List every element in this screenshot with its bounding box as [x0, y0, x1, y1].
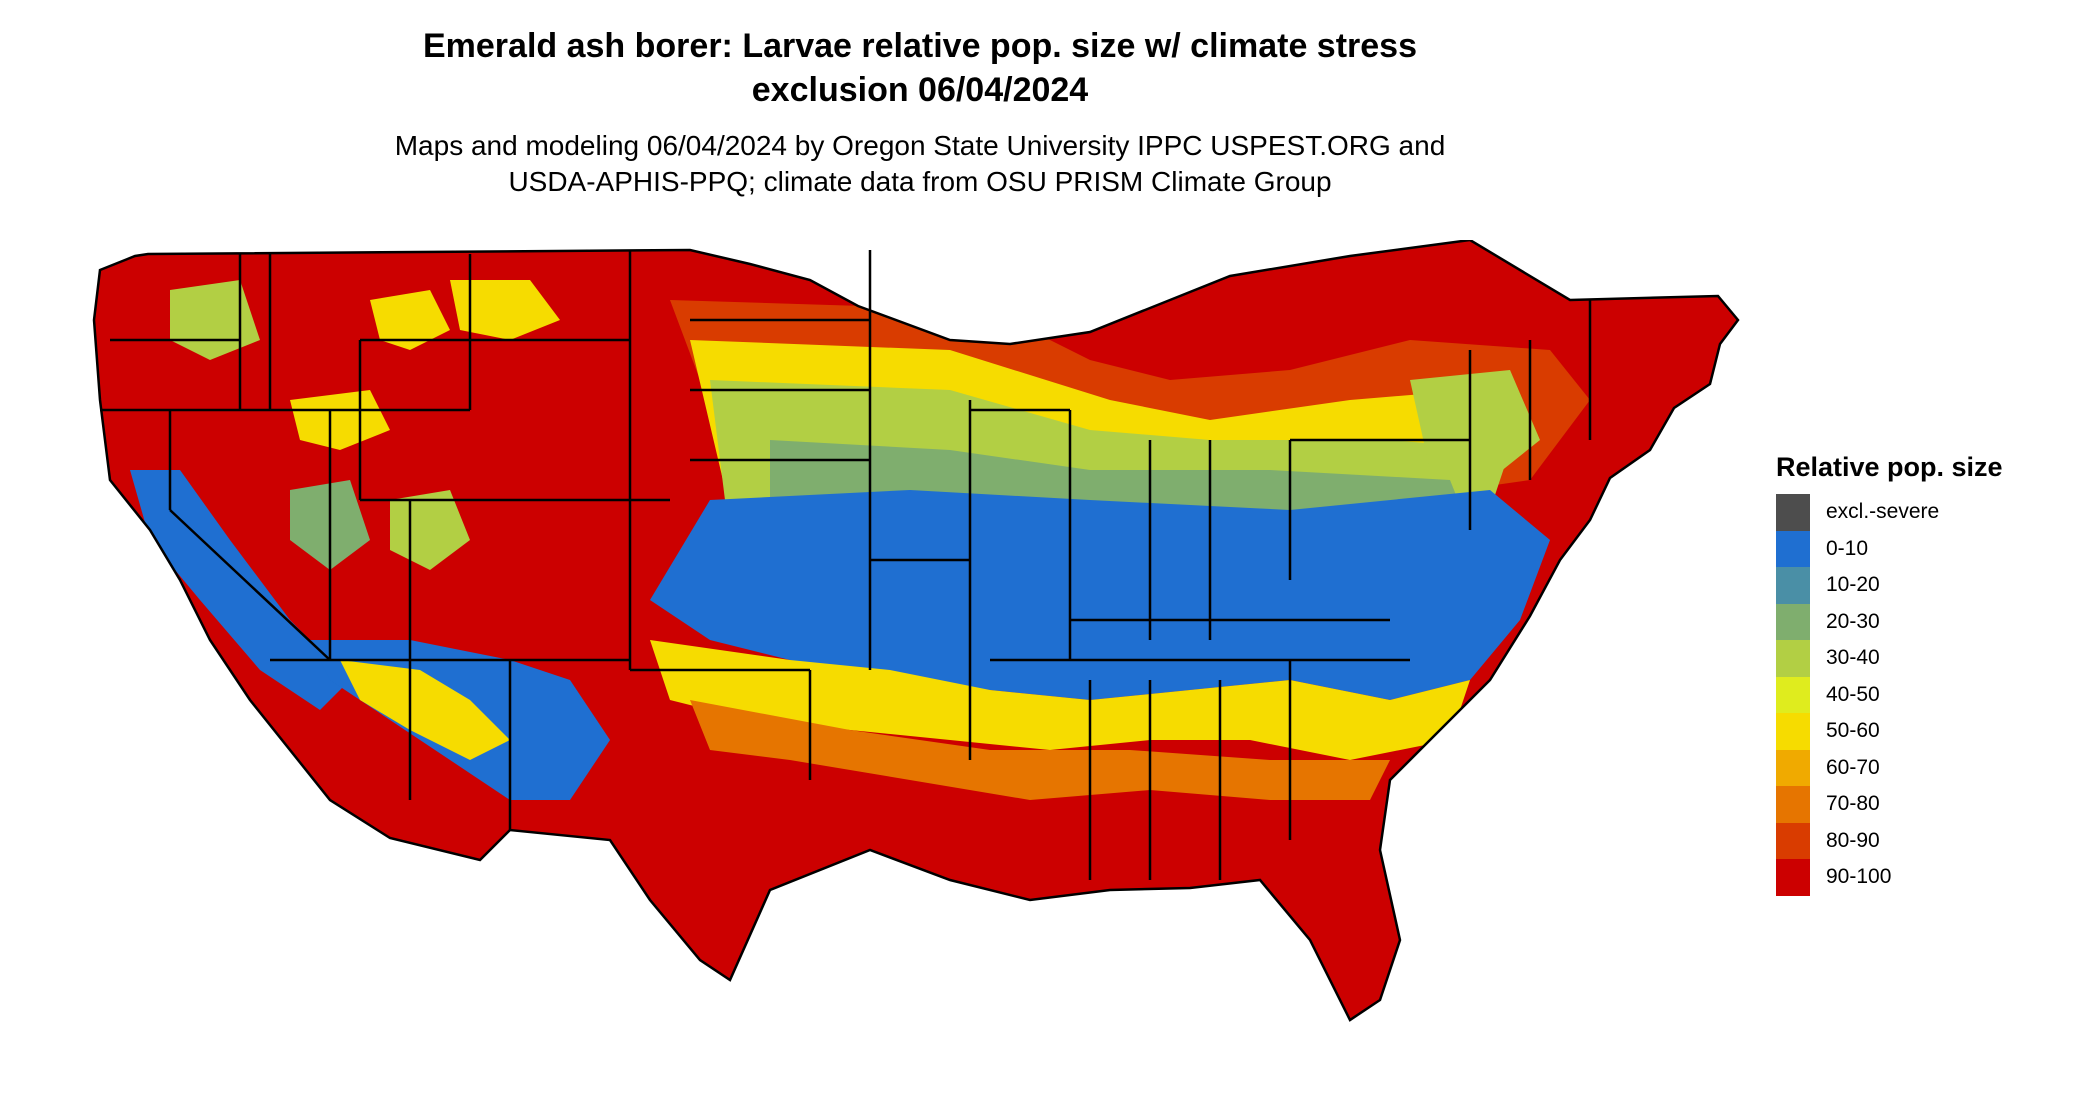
legend-swatch — [1776, 822, 1810, 859]
legend-label: 50-60 — [1826, 719, 1880, 743]
subtitle-line-2: USDA-APHIS-PPQ; climate data from OSU PR… — [508, 166, 1332, 197]
legend: Relative pop. size excl.-severe 0-10 10-20… — [1776, 450, 2076, 896]
us-map — [90, 240, 1740, 1100]
legend-swatch — [1776, 603, 1810, 640]
legend-swatch — [1776, 676, 1810, 713]
legend-label: 30-40 — [1826, 646, 1880, 670]
title-line-2: exclusion 06/04/2024 — [751, 71, 1089, 109]
legend-item: excl.-severe — [1776, 494, 2076, 531]
legend-item: 30-40 — [1776, 640, 2076, 677]
legend-label: 90-100 — [1826, 865, 1892, 889]
map-subtitle: Maps and modeling 06/04/2024 by Oregon S… — [0, 128, 1840, 200]
us-map-svg — [92, 240, 1740, 1022]
legend-swatch — [1776, 749, 1810, 786]
legend-label: 0-10 — [1826, 536, 1869, 560]
legend-label: 40-50 — [1826, 682, 1880, 706]
legend-label: 60-70 — [1826, 755, 1880, 779]
legend-label: 70-80 — [1826, 792, 1880, 816]
subtitle-line-1: Maps and modeling 06/04/2024 by Oregon S… — [394, 130, 1446, 161]
legend-item: 70-80 — [1776, 786, 2076, 823]
legend-title: Relative pop. size — [1776, 452, 2003, 482]
legend-label: excl.-severe — [1826, 500, 1940, 524]
legend-item: 20-30 — [1776, 603, 2076, 640]
legend-swatch — [1776, 640, 1810, 677]
legend-items: excl.-severe 0-10 10-20 20-30 30-40 40-50 50-6… — [1776, 494, 2076, 896]
legend-label: 20-30 — [1826, 609, 1880, 633]
legend-item: 10-20 — [1776, 567, 2076, 604]
legend-label: 10-20 — [1826, 573, 1880, 597]
legend-item: 60-70 — [1776, 749, 2076, 786]
map-title: Emerald ash borer: Larvae relative pop. … — [0, 24, 1840, 112]
map-fill — [94, 240, 1738, 1020]
legend-item: 40-50 — [1776, 676, 2076, 713]
state-borders — [92, 240, 1740, 1022]
legend-swatch — [1776, 713, 1810, 750]
legend-swatch — [1776, 567, 1810, 604]
legend-label: 80-90 — [1826, 828, 1880, 852]
legend-item: 0-10 — [1776, 530, 2076, 567]
legend-item: 80-90 — [1776, 822, 2076, 859]
title-line-1: Emerald ash borer: Larvae relative pop. … — [422, 27, 1417, 65]
legend-item: 50-60 — [1776, 713, 2076, 750]
legend-swatch — [1776, 786, 1810, 823]
legend-swatch — [1776, 494, 1810, 531]
legend-item: 90-100 — [1776, 859, 2076, 896]
legend-swatch — [1776, 859, 1810, 896]
legend-swatch — [1776, 530, 1810, 567]
